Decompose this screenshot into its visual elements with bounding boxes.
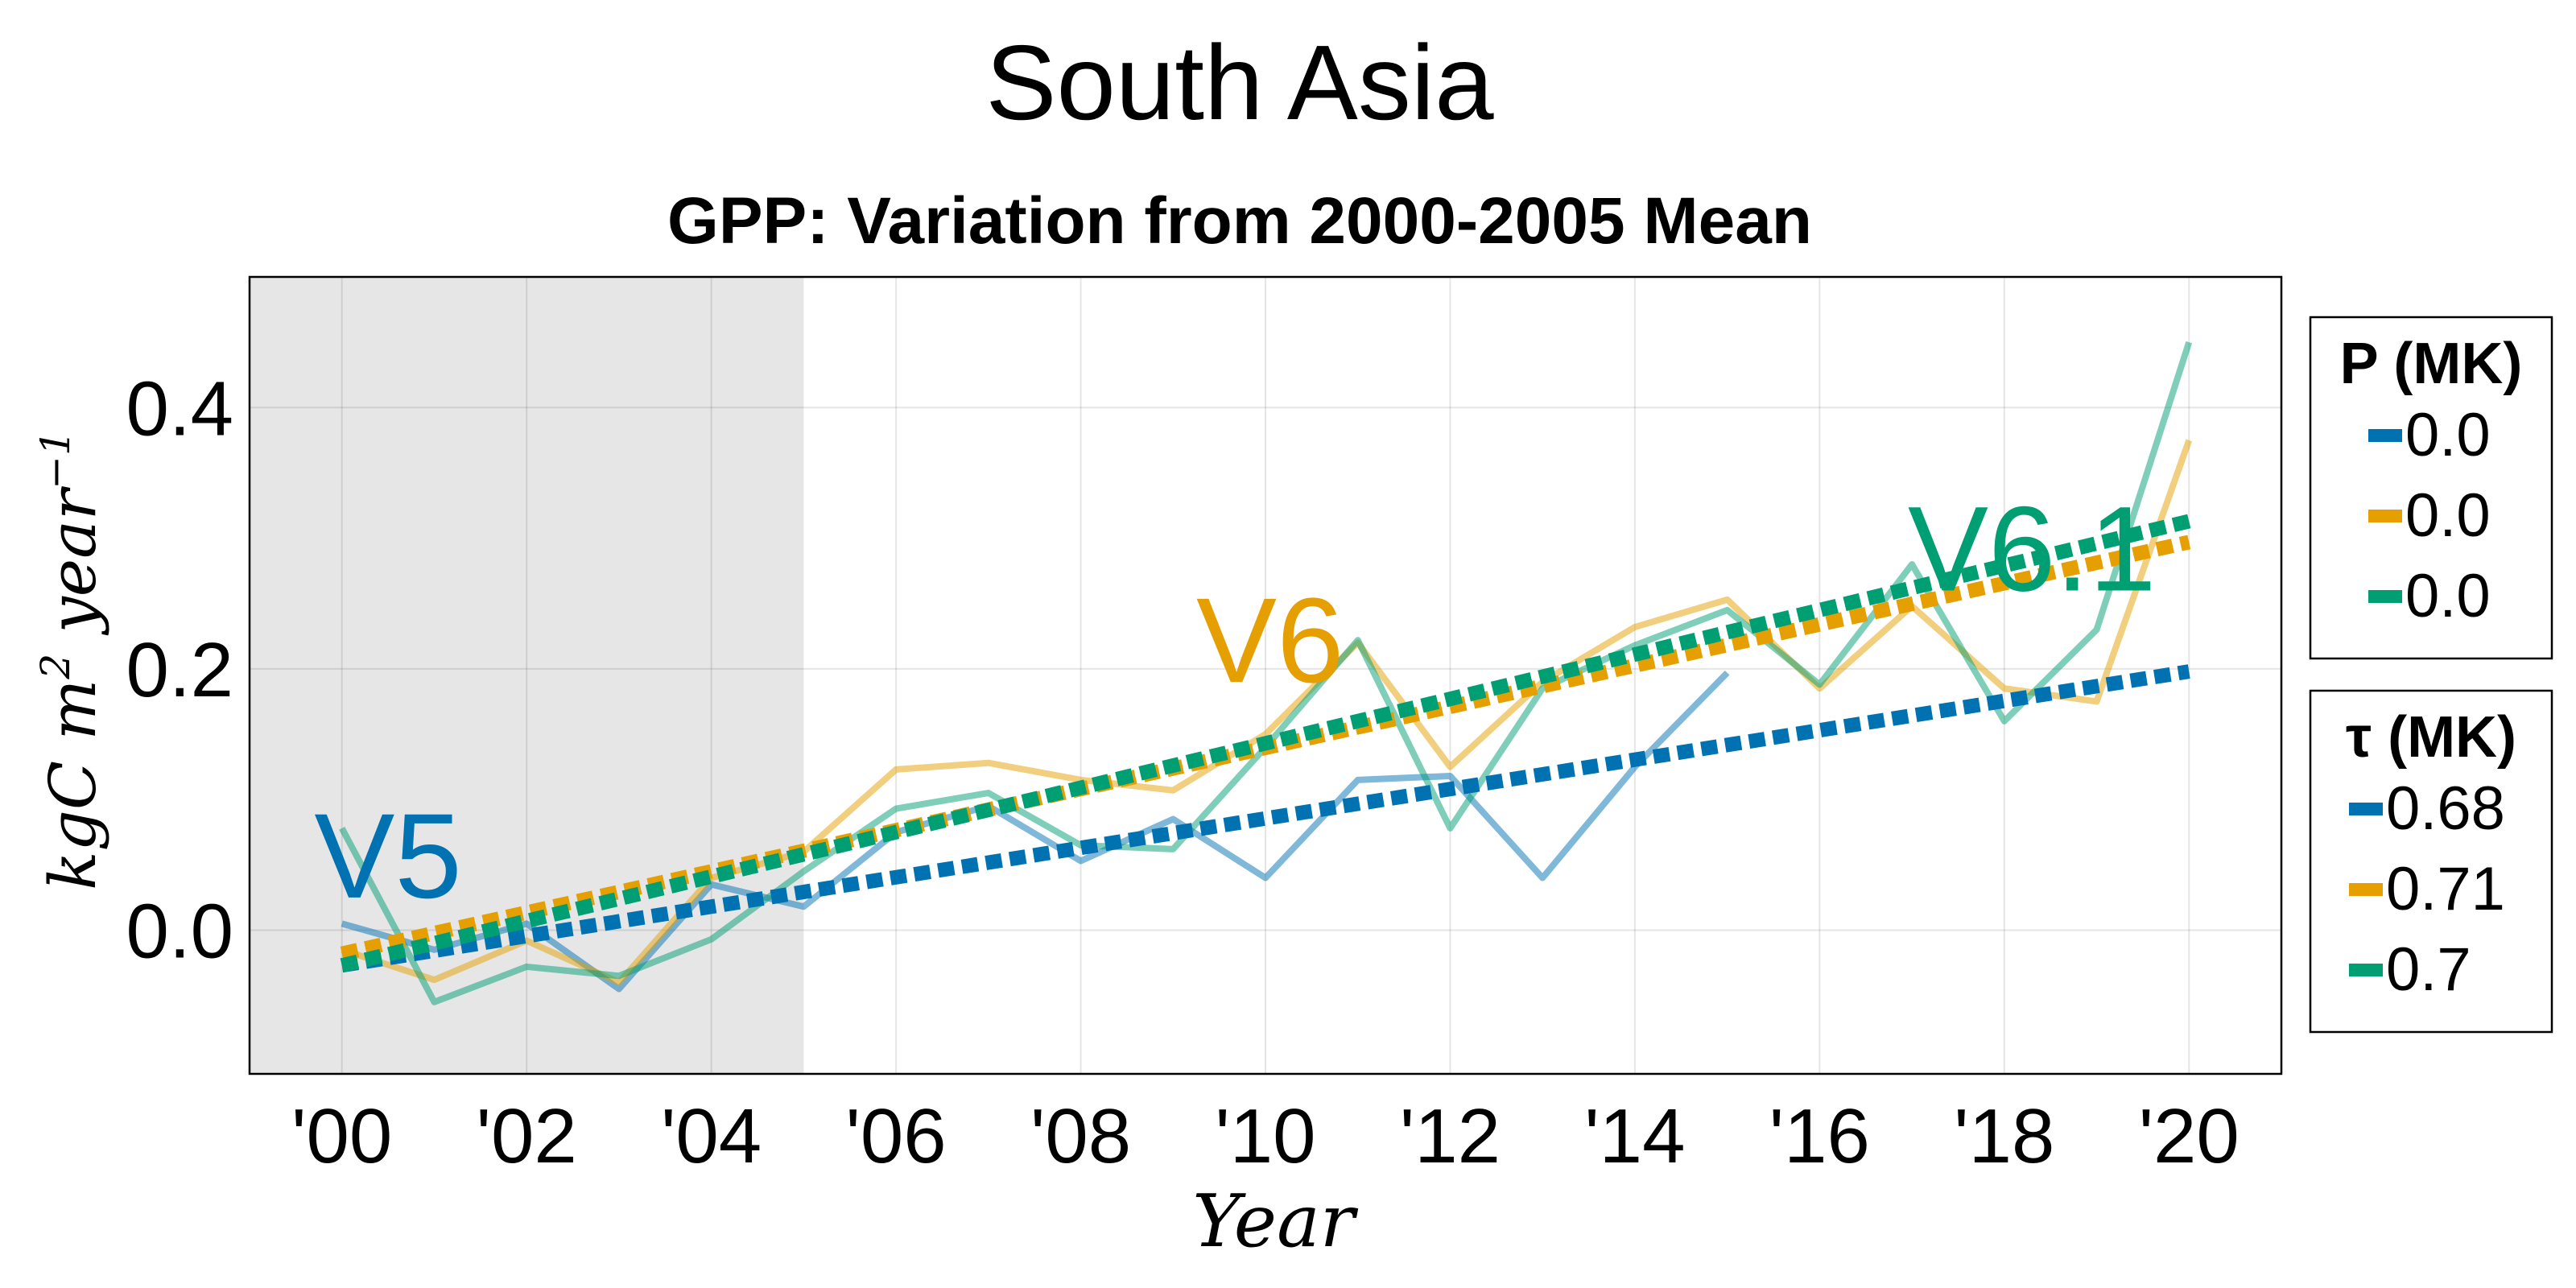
plot-area: V5 V6 V6.1 '00 '02 '04 '06 '08 '10 '12 '14 '16 '18 '2…	[126, 275, 2283, 1179]
legend-entry-label: 0.0	[2405, 562, 2491, 630]
legend-title-0: P (MK)	[2340, 332, 2523, 396]
trend-line-2	[340, 514, 2191, 973]
legend-box-0	[2309, 316, 2553, 660]
series-line-0	[341, 670, 1730, 993]
legend-entry-label: 0.7	[2386, 935, 2471, 1004]
series-line-1	[341, 439, 2193, 986]
y-tick-label: 0.0	[126, 888, 233, 974]
y-axis-label-exponent-1: 2	[32, 654, 79, 680]
series-label-1: V6	[1196, 572, 1344, 708]
legend-entry-label: 0.0	[2405, 481, 2491, 550]
legends: P (MK)0.00.00.0τ (MK)0.680.710.7	[2309, 316, 2553, 1034]
y-axis-label-unit-2: year	[35, 485, 110, 654]
x-axis-label: Year	[1192, 1179, 1359, 1264]
x-tick-label: '20	[2139, 1093, 2240, 1179]
trend-line-0	[341, 664, 2190, 973]
x-tick-label: '08	[1030, 1093, 1131, 1179]
x-tick-label: '18	[1954, 1093, 2054, 1179]
y-tick-label: 0.4	[126, 365, 233, 452]
legend-title-1: τ (MK)	[2346, 705, 2516, 770]
x-tick-label: '12	[1400, 1093, 1501, 1179]
y-axis-label-unit-1: kgC m	[35, 679, 110, 890]
y-axis-label: kgC m2 year−1	[32, 430, 110, 890]
chart-title: GPP: Variation from 2000-2005 Mean	[667, 184, 1812, 258]
legend-entry-label: 0.71	[2386, 855, 2505, 923]
x-tick-label: '00	[291, 1093, 392, 1179]
x-tick-label: '14	[1584, 1093, 1685, 1179]
y-axis-label-exponent-2: −1	[32, 430, 79, 489]
figure-suptitle: South Asia	[985, 23, 1494, 142]
legend-entry-label: 0.0	[2405, 401, 2491, 469]
legend-entry-label: 0.68	[2386, 774, 2505, 843]
x-tick-label: '04	[661, 1093, 762, 1179]
x-tick-label: '16	[1769, 1093, 1870, 1179]
series-label-2: V6.1	[1908, 481, 2157, 617]
x-tick-label: '02	[477, 1093, 577, 1179]
x-tick-label: '10	[1215, 1093, 1315, 1179]
y-tick-label: 0.2	[126, 627, 233, 713]
x-tick-label: '06	[846, 1093, 947, 1179]
series-label-0: V5	[314, 788, 461, 923]
plot-frame	[248, 275, 2283, 1075]
